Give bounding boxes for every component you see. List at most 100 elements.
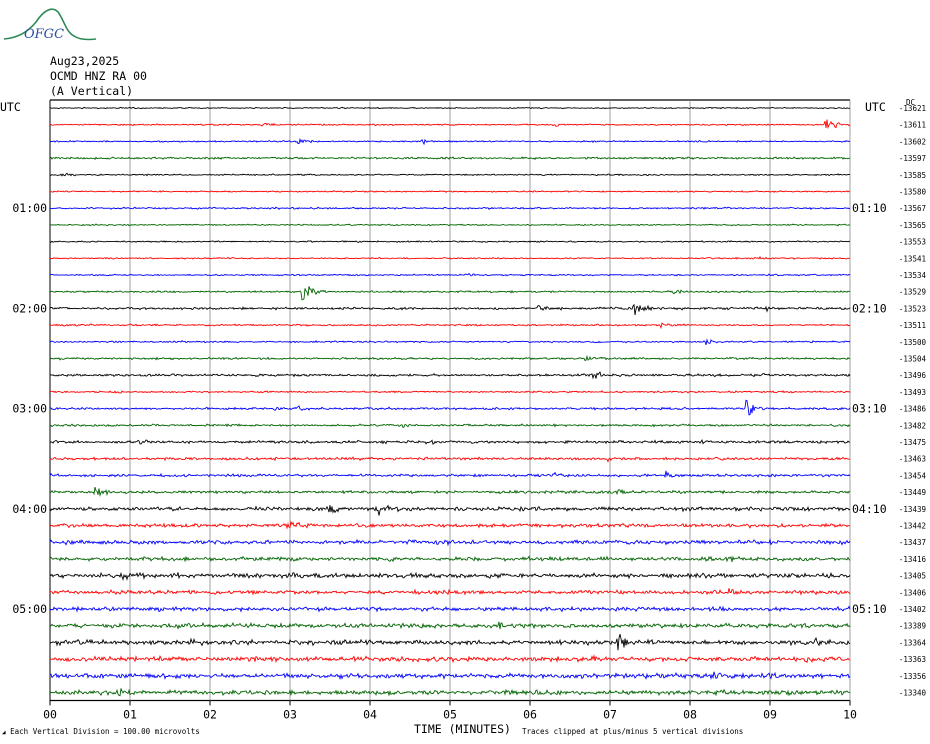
seismic-trace <box>49 456 851 463</box>
dc-offset-label: -13541 <box>899 254 926 263</box>
dc-offset-label: -13364 <box>899 638 927 647</box>
dc-offset-label: -13389 <box>899 622 926 631</box>
x-tick-label: 03 <box>283 708 297 722</box>
logo-text: OFGC <box>24 27 65 42</box>
dc-offset-label: -13553 <box>899 238 926 247</box>
right-hour-label: 05:10 <box>852 602 887 616</box>
dc-offset-label: -13496 <box>899 371 927 380</box>
left-hour-label: 04:00 <box>12 502 47 516</box>
seismic-trace <box>49 688 851 697</box>
seismic-trace <box>49 588 851 596</box>
dc-offset-label: -13621 <box>899 104 926 113</box>
seismic-trace <box>49 571 851 581</box>
left-hour-label: 03:00 <box>12 402 47 416</box>
x-axis-title: TIME (MINUTES) <box>414 722 511 736</box>
x-tick-label: 04 <box>363 708 377 722</box>
dc-offset-label: -13504 <box>899 355 927 364</box>
seismic-trace <box>49 671 851 681</box>
seismic-trace <box>49 272 851 277</box>
dc-offset-label: -13585 <box>899 171 926 180</box>
seismic-trace <box>49 303 851 315</box>
dc-offset-label: -13405 <box>899 572 926 581</box>
dc-offset-label: -13534 <box>899 271 927 280</box>
seismic-trace <box>49 322 851 330</box>
x-tick-label: 02 <box>203 708 217 722</box>
x-tick-label: 01 <box>123 708 137 722</box>
component-label: (A Vertical) <box>50 84 134 98</box>
dc-offset-label: -13611 <box>899 121 926 130</box>
seismic-trace <box>49 371 851 380</box>
seismic-trace <box>49 206 851 211</box>
scale-marker-icon: ◢ <box>2 729 6 736</box>
right-hour-label: 01:10 <box>852 201 887 215</box>
seismic-trace <box>49 390 851 394</box>
x-tick-label: 09 <box>763 708 777 722</box>
dc-offset-label: -13442 <box>899 522 926 531</box>
x-tick-label: 10 <box>843 708 857 722</box>
dc-offset-label: -13437 <box>899 538 926 547</box>
dc-offset-label: -13580 <box>899 188 927 197</box>
dc-offset-label: -13363 <box>899 655 926 664</box>
seismic-trace <box>49 156 851 161</box>
seismic-trace <box>49 537 851 547</box>
dc-offset-label: -13454 <box>899 471 927 480</box>
seismic-trace <box>49 654 851 664</box>
seismic-trace <box>49 119 851 130</box>
station-id: OCMD HNZ RA 00 <box>50 69 147 83</box>
seismic-trace <box>49 423 851 428</box>
seismic-trace <box>49 223 851 227</box>
left-hour-label: 02:00 <box>12 301 47 315</box>
logo-mark <box>3 8 97 41</box>
dc-offset-label: -13463 <box>899 455 926 464</box>
x-tick-label: 07 <box>603 708 617 722</box>
seismic-trace <box>49 106 851 110</box>
dc-offset-label: -13486 <box>899 405 927 414</box>
seismic-trace <box>49 520 851 530</box>
seismic-trace <box>49 555 851 563</box>
seismic-trace <box>49 137 851 146</box>
x-tick-label: 05 <box>443 708 457 722</box>
dc-offset-label: -13529 <box>899 288 926 297</box>
seismic-trace <box>49 621 851 630</box>
seismic-trace <box>50 190 850 193</box>
dc-offset-label: -13416 <box>899 555 927 564</box>
x-tick-label: 00 <box>43 708 57 722</box>
seismic-trace <box>49 439 850 445</box>
right-hour-label: 03:10 <box>852 402 887 416</box>
right-hour-label: 02:10 <box>852 301 887 315</box>
recording-date: Aug23,2025 <box>50 54 120 68</box>
scale-note: ◢ Each Vertical Division = 100.00 microv… <box>2 727 200 736</box>
seismic-trace <box>49 354 851 362</box>
dc-unit-label: DC <box>906 98 916 107</box>
x-tick-label: 08 <box>683 708 697 722</box>
dc-offset-label: -13565 <box>899 221 926 230</box>
seismic-trace <box>49 504 851 516</box>
seismic-trace <box>49 286 851 301</box>
dc-offset-label: -13482 <box>899 421 926 430</box>
seismic-trace <box>49 399 851 416</box>
dc-offset-label: -13597 <box>899 154 926 163</box>
scale-note-text: Each Vertical Division = 100.00 microvol… <box>10 727 200 736</box>
dc-offset-label: -13340 <box>899 689 927 698</box>
seismic-trace <box>49 255 850 260</box>
dc-offset-label: -13602 <box>899 137 926 146</box>
left-hour-label: 01:00 <box>12 201 47 215</box>
clip-note: Traces clipped at plus/minus 5 vertical … <box>522 727 744 736</box>
dc-offset-label: -13500 <box>899 338 927 347</box>
seismic-trace <box>49 470 851 479</box>
logo-wave <box>3 8 97 41</box>
seismic-trace <box>49 338 851 346</box>
dc-offset-label: -13439 <box>899 505 926 514</box>
dc-offset-label: -13493 <box>899 388 926 397</box>
right-hour-label: 04:10 <box>852 502 887 516</box>
dc-offset-label: -13402 <box>899 605 926 614</box>
dc-offset-label: -13511 <box>899 321 926 330</box>
seismic-trace <box>49 172 850 177</box>
seismic-trace <box>49 605 851 613</box>
dc-offset-label: -13523 <box>899 304 926 313</box>
left-hour-label: 05:00 <box>12 602 47 616</box>
seismic-trace <box>49 633 851 651</box>
left-timezone-label: UTC <box>0 100 21 114</box>
x-tick-label: 06 <box>523 708 537 722</box>
